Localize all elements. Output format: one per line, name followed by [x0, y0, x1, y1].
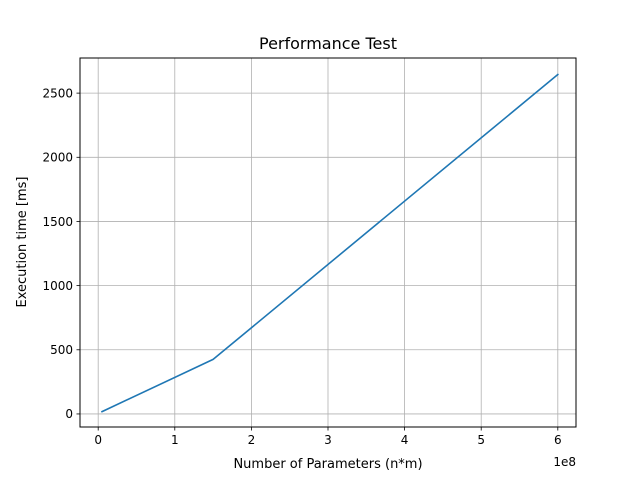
x-axis-label: Number of Parameters (n*m)	[233, 457, 422, 472]
y-tick-label: 1500	[42, 215, 73, 229]
x-axis-offset-label: 1e8	[553, 455, 576, 469]
series-layer	[100, 73, 559, 413]
x-tick-label: 2	[248, 433, 256, 447]
y-tick-label: 500	[50, 343, 73, 357]
x-tick-label: 3	[324, 433, 332, 447]
y-axis-label: Execution time [ms]	[15, 176, 30, 307]
y-tick-label: 1000	[42, 279, 73, 293]
x-tick-label: 4	[401, 433, 409, 447]
y-tick-label: 2000	[42, 151, 73, 165]
x-tick-label: 6	[554, 433, 562, 447]
y-tick-label: 0	[65, 407, 73, 421]
series-line	[100, 73, 559, 413]
chart-title: Performance Test	[259, 34, 397, 53]
y-axis-ticks: 0 500 1000 1500 2000 2500	[42, 86, 80, 421]
x-axis-ticks: 0 1 2 3 4 5 6	[94, 427, 562, 447]
x-tick-label: 5	[477, 433, 485, 447]
x-tick-label: 0	[94, 433, 102, 447]
grid-lines	[80, 58, 576, 427]
y-tick-label: 2500	[42, 86, 73, 100]
x-tick-label: 1	[171, 433, 179, 447]
